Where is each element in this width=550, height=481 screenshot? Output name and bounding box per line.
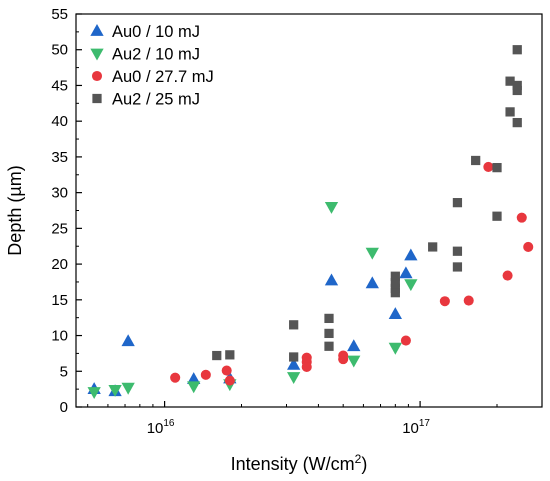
- data-point: [324, 202, 339, 214]
- y-tick-label: 10: [51, 328, 68, 345]
- plot-frame: [75, 13, 543, 408]
- data-point: [463, 295, 474, 306]
- data-point: [471, 155, 481, 166]
- data-point: [400, 335, 411, 346]
- x-axis-title-end: ): [361, 454, 367, 474]
- data-point: [404, 248, 418, 261]
- y-tick-label: 20: [51, 256, 68, 273]
- data-point: [428, 242, 438, 252]
- y-tick-label: 55: [51, 6, 68, 23]
- data-point: [347, 355, 361, 368]
- legend-label: Au2 / 25 mJ: [112, 91, 200, 109]
- data-point: [390, 271, 400, 281]
- data-points: [87, 45, 534, 399]
- data-point: [512, 45, 522, 55]
- x-tick-label: 1016: [147, 418, 175, 437]
- data-point: [338, 350, 349, 361]
- y-tick-label: 5: [60, 363, 68, 380]
- data-point: [523, 241, 534, 252]
- data-point: [452, 246, 463, 256]
- data-point: [187, 372, 201, 385]
- data-point: [492, 163, 502, 173]
- data-point: [221, 365, 232, 376]
- data-point: [365, 276, 379, 289]
- axis-ticks: 0 5 10 15 20 25 30 35 40 45 50 55 1016 1017: [51, 6, 498, 437]
- data-point: [404, 279, 418, 292]
- data-point: [399, 266, 413, 279]
- legend-label: Au0 / 10 mJ: [112, 23, 200, 41]
- data-point: [502, 270, 513, 281]
- data-point: [388, 307, 402, 320]
- y-axis-title: Depth (µm): [5, 165, 25, 255]
- data-point: [512, 117, 522, 128]
- data-point: [452, 262, 463, 272]
- data-point: [324, 341, 334, 351]
- data-point: [170, 372, 181, 383]
- data-point: [301, 352, 312, 363]
- data-point: [492, 211, 502, 221]
- data-point: [121, 382, 135, 395]
- y-tick-label: 25: [51, 220, 68, 237]
- data-point: [439, 296, 450, 307]
- y-tick-label: 40: [51, 113, 68, 130]
- y-tick-label: 30: [51, 185, 68, 202]
- data-point: [287, 372, 301, 384]
- data-point: [225, 350, 235, 360]
- data-point: [324, 313, 334, 324]
- data-point: [324, 273, 339, 286]
- data-point: [365, 247, 379, 260]
- y-tick-label: 0: [60, 399, 68, 416]
- legend-marker: [90, 48, 104, 61]
- data-point: [390, 278, 400, 288]
- series-1: [87, 202, 418, 399]
- data-point: [505, 76, 515, 86]
- data-point: [347, 339, 361, 352]
- data-point: [187, 381, 201, 394]
- legend-label: Au2 / 10 mJ: [112, 46, 200, 64]
- data-point: [452, 198, 463, 208]
- data-point: [224, 375, 235, 386]
- y-tick-label: 45: [51, 77, 68, 94]
- x-axis-title-text: Intensity (W/cm: [231, 454, 355, 474]
- legend-marker: [91, 70, 103, 82]
- data-point: [287, 357, 301, 370]
- data-point: [516, 212, 527, 223]
- legend-marker: [90, 24, 104, 36]
- data-point: [289, 352, 299, 362]
- x-tick-label: 1017: [402, 418, 430, 437]
- series-0: [87, 248, 418, 397]
- data-point: [390, 288, 400, 298]
- data-point: [121, 334, 135, 347]
- data-point: [87, 387, 101, 399]
- y-tick-label: 15: [51, 292, 68, 309]
- data-point: [388, 342, 402, 355]
- data-point: [483, 161, 494, 172]
- legend-marker: [92, 93, 102, 104]
- data-point: [289, 320, 299, 330]
- data-point: [512, 80, 522, 91]
- y-tick-label: 50: [51, 42, 68, 59]
- data-point: [505, 107, 515, 117]
- data-point: [108, 384, 122, 397]
- series-3: [212, 45, 522, 362]
- legend-label: Au0 / 27.7 mJ: [112, 68, 214, 86]
- data-point: [512, 85, 522, 96]
- data-point: [212, 350, 222, 361]
- data-point: [200, 369, 211, 380]
- x-axis-title-superscript: 2: [355, 452, 362, 466]
- data-point: [324, 328, 334, 339]
- y-tick-label: 35: [51, 149, 68, 166]
- series-2: [170, 161, 534, 386]
- legend: Au0 / 10 mJ Au2 / 10 mJ Au0 / 27.7 mJ Au2 /…: [90, 23, 214, 109]
- x-axis-title: Intensity (W/cm2): [231, 452, 368, 474]
